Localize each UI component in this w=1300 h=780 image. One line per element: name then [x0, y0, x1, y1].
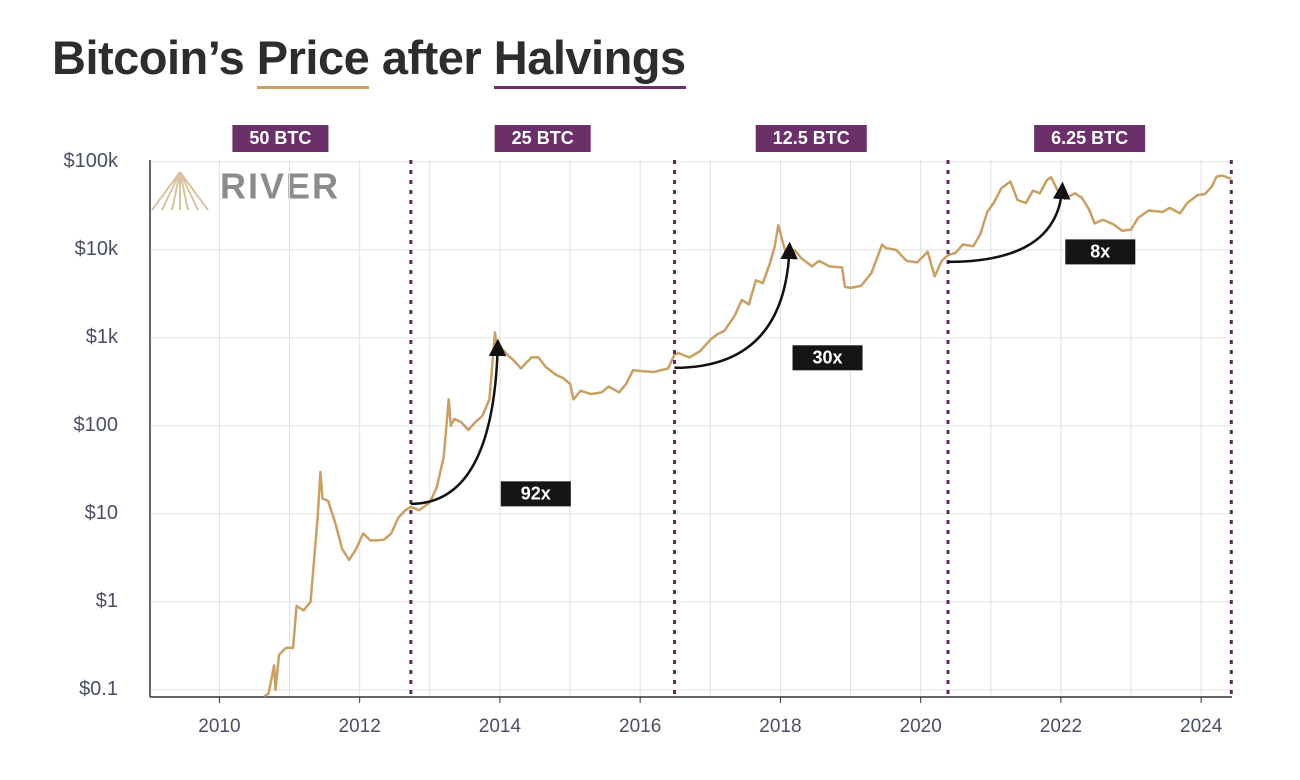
y-tick-label: $1	[96, 590, 118, 612]
era-badge	[232, 125, 329, 152]
growth-arrow	[948, 181, 1071, 264]
price-line	[263, 174, 1232, 697]
y-tick-label: $100k	[64, 150, 119, 172]
chart-title: Bitcoin’s Price after Halvings	[52, 30, 686, 89]
era-label: 12.5 BTC	[773, 128, 850, 148]
title-highlight: Halvings	[493, 31, 686, 89]
y-tick-label: $10k	[75, 238, 119, 260]
multiplier-badge	[1065, 239, 1136, 265]
era-label: 6.25 BTC	[1051, 128, 1128, 148]
x-tick-label: 2022	[1040, 716, 1082, 737]
multiplier-label: 8x	[1090, 242, 1110, 262]
x-tick-label: 2016	[619, 716, 661, 737]
x-tick-label: 2018	[759, 716, 801, 737]
multiplier-badge	[500, 481, 571, 507]
y-tick-label: $10	[85, 502, 118, 524]
title-part: after	[369, 31, 494, 84]
era-badge	[494, 125, 591, 152]
title-highlight: Price	[256, 31, 370, 89]
x-tick-label: 2024	[1180, 716, 1223, 737]
y-tick-label: $1k	[86, 326, 119, 348]
era-badge	[1034, 125, 1146, 152]
x-tick-label: 2012	[339, 716, 381, 737]
logo: RIVER	[151, 166, 340, 211]
x-tick-label: 2010	[198, 716, 240, 737]
grid	[150, 160, 1232, 697]
y-tick-label: $100	[74, 414, 119, 436]
multiplier-badge	[792, 345, 863, 371]
title-part: Bitcoin’s	[52, 31, 257, 84]
x-tick-label: 2020	[900, 716, 942, 737]
era-badge	[755, 125, 867, 152]
era-label: 50 BTC	[249, 128, 311, 148]
x-tick-label: 2014	[479, 716, 522, 737]
logo-text: RIVER	[220, 166, 340, 207]
era-label: 25 BTC	[512, 128, 574, 148]
multiplier-label: 92x	[521, 484, 551, 504]
growth-arrow	[674, 241, 798, 370]
y-tick-label: $0.1	[79, 678, 118, 700]
growth-arrow	[410, 338, 507, 506]
multiplier-label: 30x	[812, 348, 842, 368]
